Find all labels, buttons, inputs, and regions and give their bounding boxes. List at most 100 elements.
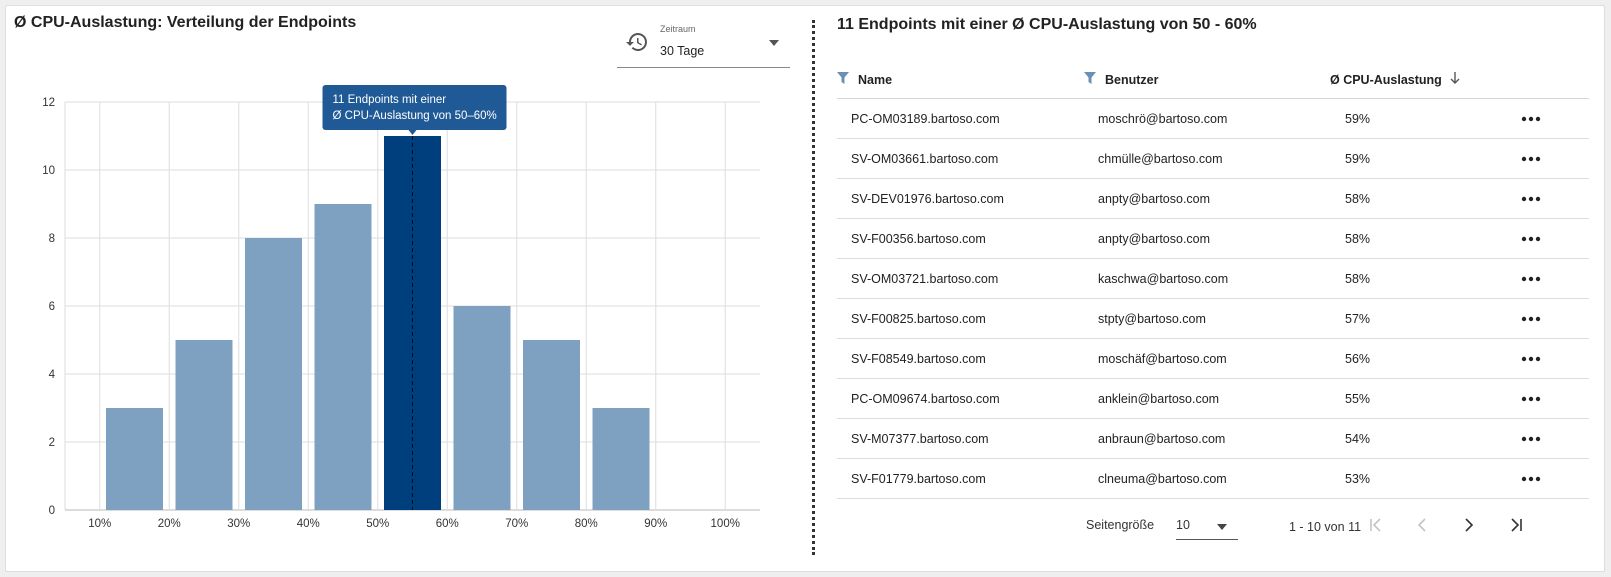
x-tick-label: 40% xyxy=(297,518,320,530)
cell-cpu: 59% xyxy=(1345,152,1371,166)
chevron-left-icon[interactable] xyxy=(1411,514,1433,536)
table-row[interactable]: SV-OM03721.bartoso.com kaschwa@bartoso.co… xyxy=(837,259,1589,299)
more-horizontal-icon[interactable] xyxy=(1519,352,1543,366)
cell-user: kaschwa@bartoso.com xyxy=(1098,272,1229,286)
y-tick-label: 0 xyxy=(49,505,55,517)
chevron-down-icon xyxy=(1217,524,1227,530)
chevron-down-icon xyxy=(769,40,779,46)
column-header-name[interactable]: Name xyxy=(858,73,893,87)
x-tick-label: 70% xyxy=(505,518,528,530)
endpoints-table: Name Benutzer Ø CPU-Auslastung PC-OM0318… xyxy=(837,61,1589,499)
cell-cpu: 58% xyxy=(1345,232,1371,246)
cell-name: SV-F00825.bartoso.com xyxy=(851,312,986,326)
table-row[interactable]: PC-OM09674.bartoso.com anklein@bartoso.co… xyxy=(837,379,1589,419)
filter-icon[interactable] xyxy=(837,72,849,84)
y-tick-label: 2 xyxy=(49,437,55,449)
more-horizontal-icon[interactable] xyxy=(1519,272,1543,286)
page-size-select[interactable]: 10 xyxy=(1176,510,1238,540)
more-horizontal-icon[interactable] xyxy=(1519,192,1543,206)
bar xyxy=(592,408,650,510)
histogram-chart: 0 2 4 6 8 10 12 10% 20% 30% 40% 50% 60% 70% 80% 90% 100%… xyxy=(42,85,760,530)
column-header-user[interactable]: Benutzer xyxy=(1105,73,1159,87)
cell-name: SV-OM03661.bartoso.com xyxy=(851,152,999,166)
cell-name: SV-M07377.bartoso.com xyxy=(851,432,989,446)
cell-name: SV-DEV01976.bartoso.com xyxy=(851,192,1004,206)
table-row[interactable]: PC-OM03189.bartoso.com moschrö@bartoso.co… xyxy=(837,99,1589,139)
cell-cpu: 58% xyxy=(1345,192,1371,206)
table-row[interactable]: SV-F08549.bartoso.com moschäf@bartoso.com… xyxy=(837,339,1589,379)
cell-name: SV-F08549.bartoso.com xyxy=(851,352,986,366)
x-tick-label: 80% xyxy=(575,518,598,530)
table-row[interactable]: SV-M07377.bartoso.com anbraun@bartoso.com… xyxy=(837,419,1589,459)
bar xyxy=(453,306,511,510)
more-horizontal-icon[interactable] xyxy=(1519,472,1543,486)
cell-cpu: 59% xyxy=(1345,112,1371,126)
last-page-icon[interactable] xyxy=(1505,514,1527,536)
chart-title: Ø CPU-Auslastung: Verteilung der Endpoin… xyxy=(14,14,357,31)
y-tick-label: 8 xyxy=(49,233,55,245)
page-size-label: Seitengröße xyxy=(1086,518,1155,532)
more-horizontal-icon[interactable] xyxy=(1519,392,1543,406)
history-icon xyxy=(626,33,647,51)
tooltip-line2: Ø CPU-Auslastung von 50–60% xyxy=(333,110,497,122)
cell-user: clneuma@bartoso.com xyxy=(1098,472,1227,486)
cell-user: anpty@bartoso.com xyxy=(1098,192,1211,206)
bar xyxy=(175,340,233,510)
cell-user: moschrö@bartoso.com xyxy=(1098,112,1228,126)
table-row[interactable]: SV-F00825.bartoso.com stpty@bartoso.com 57… xyxy=(837,299,1589,339)
chevron-right-icon[interactable] xyxy=(1458,514,1480,536)
cell-name: PC-OM09674.bartoso.com xyxy=(851,392,1000,406)
more-horizontal-icon[interactable] xyxy=(1519,232,1543,246)
cell-user: chmülle@bartoso.com xyxy=(1098,152,1223,166)
cell-user: anbraun@bartoso.com xyxy=(1098,432,1226,446)
cell-cpu: 56% xyxy=(1345,352,1371,366)
table-row[interactable]: SV-DEV01976.bartoso.com anpty@bartoso.com… xyxy=(837,179,1589,219)
x-tick-label: 100% xyxy=(711,518,740,530)
period-value: 30 Tage xyxy=(660,44,705,58)
y-tick-label: 4 xyxy=(49,369,56,381)
cell-cpu: 57% xyxy=(1345,312,1371,326)
table-row[interactable]: SV-F00356.bartoso.com anpty@bartoso.com 58… xyxy=(837,219,1589,259)
cell-user: anklein@bartoso.com xyxy=(1098,392,1220,406)
bar xyxy=(245,238,302,510)
x-tick-label: 90% xyxy=(644,518,667,530)
pagination: Seitengröße 10 1 - 10 von 11 xyxy=(837,510,1589,550)
tooltip-box xyxy=(322,85,507,130)
x-tick-label: 60% xyxy=(436,518,459,530)
x-tick-label: 10% xyxy=(88,518,111,530)
bar xyxy=(106,408,163,510)
panel-divider xyxy=(812,20,815,555)
bar xyxy=(314,204,372,510)
y-tick-label: 6 xyxy=(49,301,55,313)
cell-cpu: 55% xyxy=(1345,392,1371,406)
table-header: Name Benutzer Ø CPU-Auslastung xyxy=(837,61,1589,99)
period-select[interactable]: Zeitraum 30 Tage xyxy=(617,18,790,68)
cell-cpu: 58% xyxy=(1345,272,1371,286)
x-tick-label: 30% xyxy=(227,518,250,530)
page-range: 1 - 10 von 11 xyxy=(1289,520,1362,534)
cell-user: moschäf@bartoso.com xyxy=(1098,352,1227,366)
bar xyxy=(523,340,580,510)
x-tick-label: 20% xyxy=(158,518,181,530)
more-horizontal-icon[interactable] xyxy=(1519,312,1543,326)
x-tick-label: 50% xyxy=(366,518,389,530)
more-horizontal-icon[interactable] xyxy=(1519,432,1543,446)
first-page-icon[interactable] xyxy=(1365,514,1387,536)
cell-cpu: 54% xyxy=(1345,432,1371,446)
table-title: 11 Endpoints mit einer Ø CPU-Auslastung … xyxy=(837,16,1257,33)
more-horizontal-icon[interactable] xyxy=(1519,112,1543,126)
cell-user: stpty@bartoso.com xyxy=(1098,312,1206,326)
table-row[interactable]: SV-OM03661.bartoso.com chmülle@bartoso.co… xyxy=(837,139,1589,179)
cell-name: SV-F01779.bartoso.com xyxy=(851,472,986,486)
tooltip-line1: 11 Endpoints mit einer xyxy=(333,94,447,106)
arrow-down-icon[interactable] xyxy=(1449,71,1461,85)
page-size-value: 10 xyxy=(1176,518,1190,532)
filter-icon[interactable] xyxy=(1084,72,1096,84)
table-row[interactable]: SV-F01779.bartoso.com clneuma@bartoso.com… xyxy=(837,459,1589,499)
y-tick-label: 10 xyxy=(42,165,55,177)
period-label: Zeitraum xyxy=(660,24,696,34)
cell-user: anpty@bartoso.com xyxy=(1098,232,1211,246)
more-horizontal-icon[interactable] xyxy=(1519,152,1543,166)
column-header-cpu[interactable]: Ø CPU-Auslastung xyxy=(1330,73,1442,87)
y-tick-label: 12 xyxy=(42,97,55,109)
